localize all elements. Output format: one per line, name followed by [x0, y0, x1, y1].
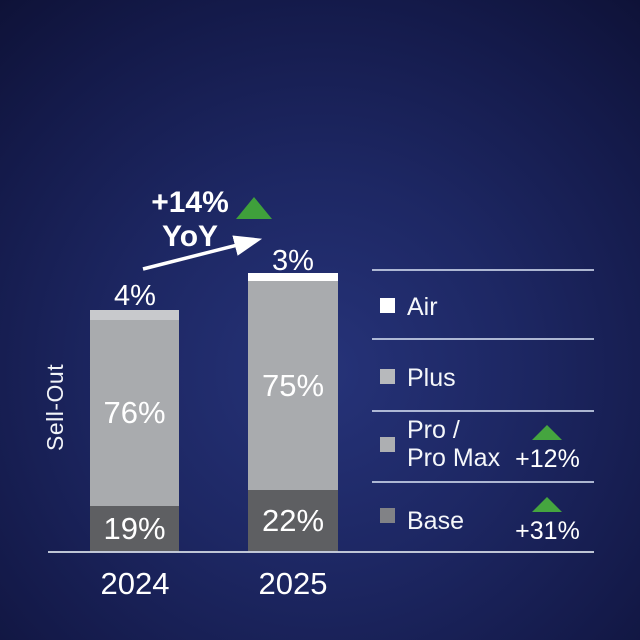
legend-swatch-pro-pro-max — [380, 437, 395, 452]
pro-growth-up-triangle-icon — [532, 425, 562, 440]
bar-2025-pro-value: 75% — [261, 367, 325, 403]
base-growth-up-triangle-icon — [532, 497, 562, 512]
bar-2024-segment-pro-pro-max: 76% — [90, 320, 179, 506]
legend-label-base: Base — [407, 507, 464, 535]
legend-label-plus: Plus — [407, 364, 456, 392]
bar-2025-air-value: 3% — [272, 245, 314, 277]
legend-separator — [372, 410, 594, 412]
yoy-annotation: +14% YoY — [120, 186, 260, 254]
bar-2025-segment-base: 22% — [248, 490, 338, 552]
legend-separator — [372, 481, 594, 483]
x-axis-line — [48, 551, 594, 553]
bar-2025-base-value: 22% — [261, 503, 325, 538]
bar-2024: 76% 19% — [90, 310, 179, 552]
x-tick-2025: 2025 — [258, 566, 328, 601]
growth-up-triangle-icon — [236, 197, 272, 219]
bar-2024-base-value: 19% — [103, 511, 166, 546]
bar-2024-pro-value: 76% — [103, 395, 166, 430]
legend-swatch-air — [380, 298, 395, 313]
legend-label-air: Air — [407, 293, 438, 321]
bar-2025-segment-air — [248, 273, 338, 281]
legend-separator — [372, 269, 594, 271]
x-tick-2024: 2024 — [100, 566, 170, 601]
bar-2025-segment-pro-pro-max: 75% — [248, 281, 338, 490]
base-yoy-value: +31% — [515, 517, 580, 545]
legend-label-pro-pro-max: Pro / Pro Max — [407, 416, 500, 472]
legend-label-pro-line1: Pro / — [407, 416, 460, 444]
legend-separator — [372, 338, 594, 340]
y-axis-label: Sell-Out — [42, 363, 68, 451]
yoy-annotation-value: +14% — [151, 186, 229, 219]
bar-2024-plus-value: 4% — [114, 280, 156, 312]
trend-arrow-icon — [142, 235, 263, 271]
bar-2024-segment-base: 19% — [90, 506, 179, 552]
bar-2025: 75% 22% — [248, 273, 338, 552]
legend-swatch-plus — [380, 369, 395, 384]
legend-swatch-base — [380, 508, 395, 523]
bar-2024-segment-plus — [90, 310, 179, 320]
yoy-annotation-caption: YoY — [161, 220, 219, 253]
legend-label-pro-line2: Pro Max — [407, 444, 501, 472]
pro-yoy-value: +12% — [515, 445, 580, 473]
